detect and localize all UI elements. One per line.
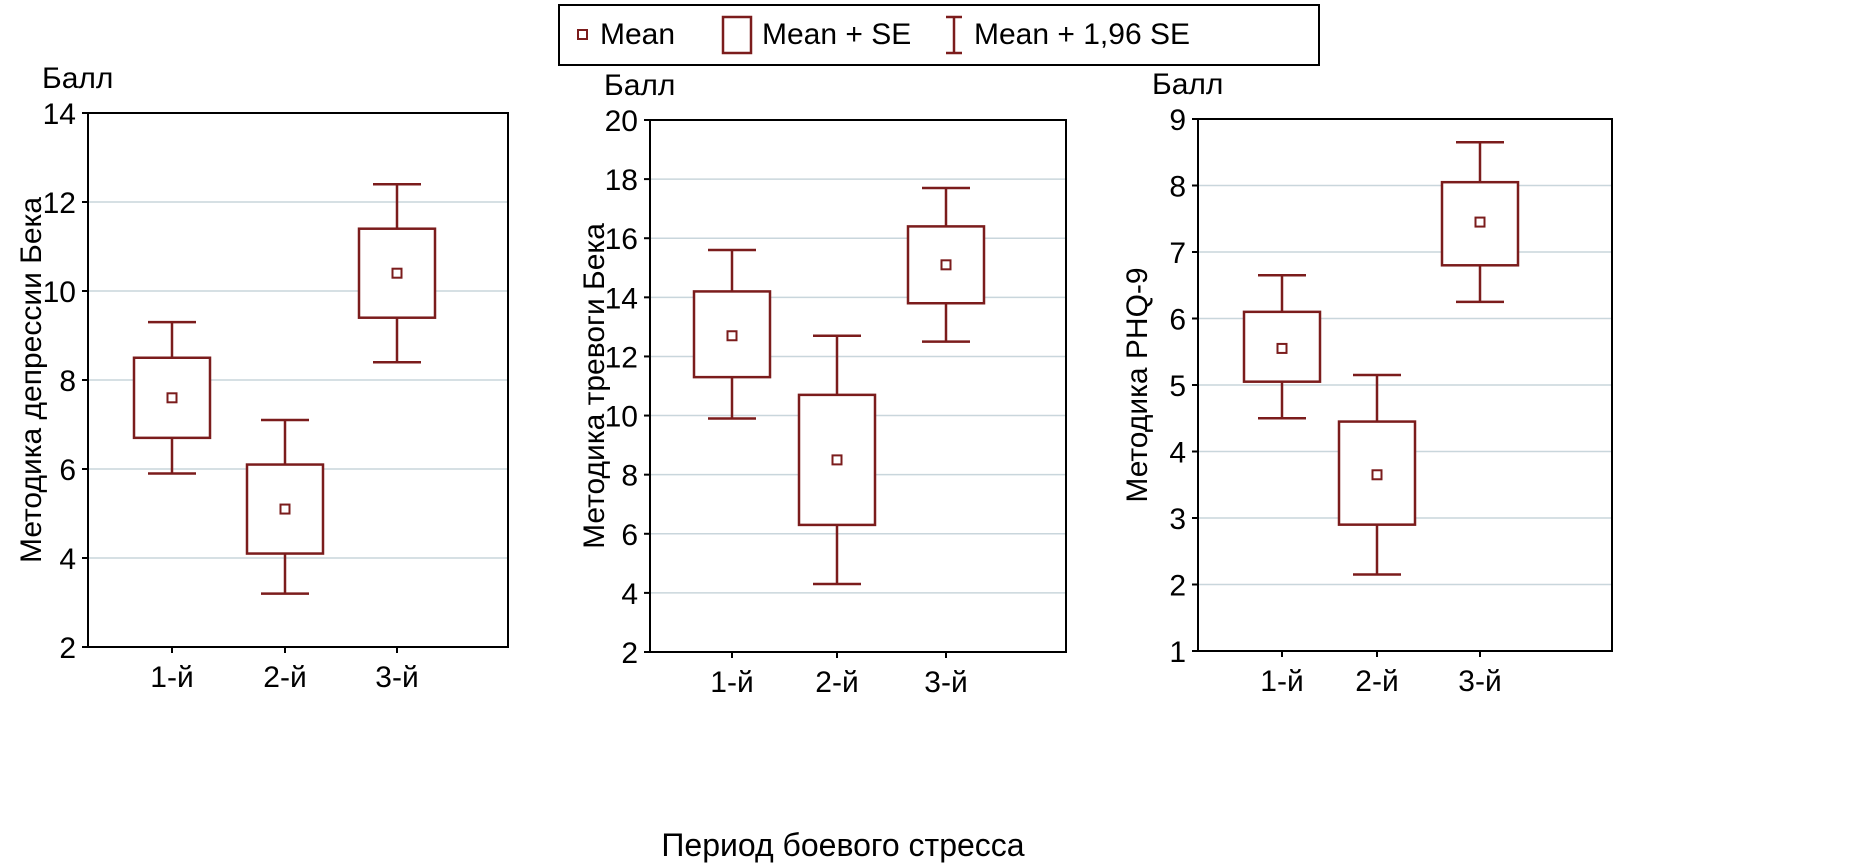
y-tick-label: 2 bbox=[1169, 570, 1186, 603]
legend-ci: Mean + 1,96 SE bbox=[942, 6, 1190, 64]
unit-label: Балл bbox=[604, 69, 675, 102]
y-tick-label: 9 bbox=[1169, 104, 1186, 137]
y-tick-label: 5 bbox=[1169, 370, 1186, 403]
legend-mean: Mean bbox=[574, 6, 675, 64]
mean-marker bbox=[1474, 216, 1486, 228]
mean-marker bbox=[391, 267, 403, 279]
x-tick-label: 3-й bbox=[924, 666, 967, 699]
y-tick-label: 20 bbox=[605, 105, 638, 138]
y-axis-label: Методика PHQ-9 bbox=[1121, 267, 1154, 502]
x-tick-label: 1-й bbox=[1260, 665, 1303, 698]
y-tick-label: 4 bbox=[621, 578, 638, 611]
y-tick-label: 8 bbox=[1169, 171, 1186, 204]
y-axis-label: Методика тревоги Бека bbox=[578, 223, 611, 549]
y-tick-label: 2 bbox=[59, 632, 76, 665]
mean-marker bbox=[1371, 469, 1383, 481]
legend-ci-label: Mean + 1,96 SE bbox=[974, 18, 1190, 51]
mean-marker bbox=[279, 503, 291, 515]
x-tick-label: 2-й bbox=[263, 661, 306, 694]
plot-frame bbox=[649, 119, 1067, 653]
y-tick-label: 10 bbox=[43, 276, 76, 309]
mean-marker-icon bbox=[577, 29, 588, 40]
whisker-icon bbox=[946, 15, 962, 55]
y-tick-label: 12 bbox=[605, 341, 638, 374]
y-tick-label: 4 bbox=[1169, 437, 1186, 470]
y-tick-label: 3 bbox=[1169, 503, 1186, 536]
legend-se-label: Mean + SE bbox=[762, 18, 912, 51]
x-axis-label: Период боевого стресса bbox=[661, 827, 1024, 863]
se-box bbox=[357, 227, 437, 319]
y-tick-label: 6 bbox=[59, 454, 76, 487]
unit-label: Балл bbox=[42, 62, 113, 95]
y-tick-label: 12 bbox=[43, 187, 76, 220]
x-tick-label: 2-й bbox=[1355, 665, 1398, 698]
x-tick-label: 1-й bbox=[710, 666, 753, 699]
mean-marker bbox=[726, 330, 738, 342]
x-tick-label: 3-й bbox=[375, 661, 418, 694]
chart-legend: Mean Mean + SE Mean + 1,96 SE bbox=[558, 4, 1320, 66]
y-tick-label: 6 bbox=[1169, 304, 1186, 337]
y-tick-label: 14 bbox=[605, 282, 638, 315]
mean-marker bbox=[1276, 342, 1288, 354]
x-tick-label: 1-й bbox=[150, 661, 193, 694]
se-box-icon bbox=[721, 15, 753, 55]
legend-se: Mean + SE bbox=[720, 6, 911, 64]
y-tick-label: 10 bbox=[605, 401, 638, 434]
y-tick-label: 1 bbox=[1169, 636, 1186, 669]
unit-label: Балл bbox=[1152, 68, 1223, 101]
y-tick-label: 14 bbox=[43, 98, 76, 131]
mean-marker bbox=[166, 392, 178, 404]
y-tick-label: 16 bbox=[605, 223, 638, 256]
y-axis-label: Методика депрессии Бека bbox=[15, 197, 48, 563]
x-tick-label: 3-й bbox=[1458, 665, 1501, 698]
mean-marker bbox=[831, 454, 843, 466]
legend-mean-label: Mean bbox=[600, 18, 676, 51]
y-tick-label: 4 bbox=[59, 543, 76, 576]
y-tick-label: 18 bbox=[605, 164, 638, 197]
y-tick-label: 7 bbox=[1169, 237, 1186, 270]
y-tick-label: 8 bbox=[59, 365, 76, 398]
y-tick-label: 2 bbox=[621, 637, 638, 670]
x-tick-label: 2-й bbox=[815, 666, 858, 699]
y-tick-label: 8 bbox=[621, 460, 638, 493]
y-tick-label: 6 bbox=[621, 519, 638, 552]
mean-marker bbox=[940, 259, 952, 271]
